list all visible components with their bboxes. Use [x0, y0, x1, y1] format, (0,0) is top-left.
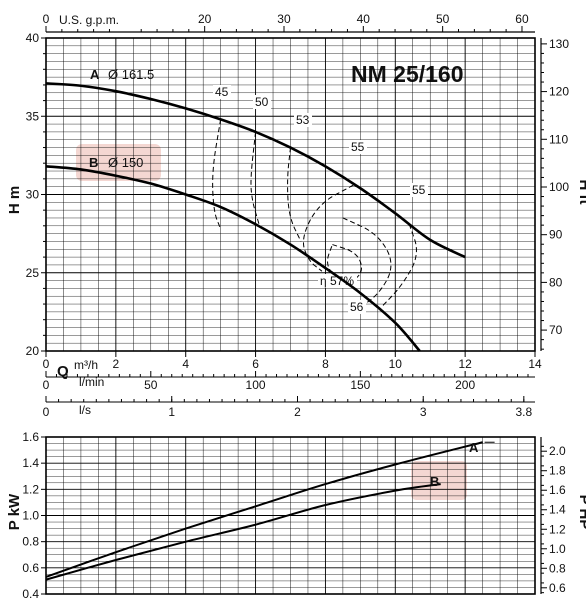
efficiency-label: 45: [215, 85, 229, 99]
x-axis-label-q: Q: [57, 363, 69, 380]
efficiency-label-bg: [410, 183, 428, 197]
gpm-tick-label: 40: [357, 12, 371, 26]
efficiency-curve: [287, 147, 302, 242]
gpm-tick-label: 30: [277, 12, 291, 26]
power-b-letter: B: [430, 474, 439, 489]
power-ytick-label: 0.8: [22, 535, 39, 549]
power-hp-tick-label: 1.8: [549, 464, 566, 478]
power-hp-tick-label: 1.2: [549, 522, 566, 536]
efficiency-label-bg: [294, 113, 312, 127]
q-tick-label: 6: [252, 357, 259, 371]
x-axis-unit-usgpm: U.S. g.p.m.: [59, 13, 119, 27]
efficiency-curve: [342, 217, 392, 311]
gpm-tick-label: 20: [198, 12, 212, 26]
head-ytick-label: 35: [26, 109, 40, 123]
power-hp-tick-label: 2.0: [549, 444, 566, 458]
head-ft-tick-label: 90: [549, 228, 563, 242]
power-ytick-label: 1.6: [22, 430, 39, 444]
power-b-highlight: [411, 461, 467, 500]
head-ft-tick-label: 120: [549, 85, 569, 99]
x-axis-unit-lmin: l/min: [79, 375, 104, 389]
efficiency-curve: [302, 184, 354, 272]
head-ft-tick-label: 110: [549, 132, 568, 146]
head-grid: [45, 37, 536, 352]
lmin-tick-label: 200: [455, 378, 475, 392]
head-ft-tick-label: 80: [549, 275, 563, 289]
head-curve-a: [45, 82, 466, 259]
ls-tick-label: 3: [420, 405, 427, 419]
efficiency-label-bg: [349, 140, 367, 154]
efficiency-label: 50: [255, 95, 269, 109]
head-curve-b: [45, 165, 421, 352]
curve-b-diameter: Ø 150: [108, 155, 143, 170]
efficiency-curve: [250, 131, 260, 225]
power-hp-tick-label: 1.0: [549, 542, 566, 556]
chart-title: NM 25/160: [351, 61, 464, 87]
head-ytick-label: 30: [26, 188, 40, 202]
q-tick-label: 0: [43, 357, 50, 371]
efficiency-label-bg: [253, 95, 271, 109]
q-tick-label: 4: [182, 357, 189, 371]
lmin-tick-label: 100: [246, 378, 266, 392]
pump-curves: [45, 82, 495, 581]
q-tick-label: 8: [322, 357, 329, 371]
power-hp-tick-label: 0.8: [549, 561, 566, 575]
head-ft-tick-label: 100: [549, 180, 569, 194]
q-tick-label: 10: [389, 357, 403, 371]
head-ft-tick-label: 130: [549, 37, 569, 51]
power-curve-b: [45, 483, 441, 581]
efficiency-label: 55: [412, 183, 426, 197]
ls-tick-label: 2: [294, 405, 301, 419]
power-grid: [45, 436, 536, 595]
power-ytick-label: 1.4: [22, 456, 39, 470]
curve-a-diameter: Ø 161.5: [108, 67, 154, 82]
efficiency-label-bg: [348, 300, 366, 314]
lmin-tick-label: 50: [144, 378, 158, 392]
x-axis-unit-ls: l/s: [79, 403, 91, 417]
head-ytick-label: 25: [26, 266, 40, 280]
curve-a-letter: A: [90, 67, 100, 82]
gpm-tick-label: 50: [436, 12, 450, 26]
power-ytick-label: 0.4: [22, 587, 39, 601]
head-ytick-label: 20: [26, 344, 40, 358]
y-axis-label-power: P kW: [6, 493, 23, 530]
head-ft-tick-label: 70: [549, 323, 563, 337]
y-axis-label-power-hp: P HP: [576, 495, 586, 530]
title-box: [338, 57, 500, 91]
curve-b-letter: B: [89, 155, 98, 170]
efficiency-curve: [380, 224, 417, 308]
power-hp-tick-label: 1.6: [549, 483, 566, 497]
gpm-tick-label: 60: [515, 12, 529, 26]
lmin-tick-label: 0: [43, 378, 50, 392]
efficiency-label: 53: [296, 113, 310, 127]
ls-tick-label: 0: [43, 405, 50, 419]
q-tick-label: 12: [458, 357, 472, 371]
ls-tick-label: 1: [168, 405, 175, 419]
efficiency-label: 55: [351, 140, 365, 154]
power-hp-tick-label: 0.6: [549, 581, 566, 595]
ls-tick-label: 3.8: [515, 405, 532, 419]
efficiency-label: η 57%: [320, 274, 354, 288]
power-ytick-label: 0.6: [22, 561, 39, 575]
gpm-tick-label: 0: [43, 12, 50, 26]
efficiency-curve: [212, 119, 222, 230]
efficiency-label-bg: [213, 85, 231, 99]
q-tick-label: 2: [113, 357, 120, 371]
efficiency-label: 56: [350, 300, 364, 314]
q-tick-label: 14: [528, 357, 542, 371]
y-axis-label-head-ft: H ft: [576, 180, 586, 205]
power-a-letter: A: [469, 440, 479, 455]
y-axis-label-head: H m: [6, 186, 23, 214]
x-axis-unit-m3h: m³/h: [74, 358, 98, 372]
power-hp-tick-label: 1.4: [549, 503, 566, 517]
power-ytick-label: 1.2: [22, 482, 39, 496]
power-ytick-label: 1.0: [22, 509, 39, 523]
head-ytick-label: 40: [26, 31, 40, 45]
power-curve-a: [45, 441, 483, 578]
lmin-tick-label: 150: [350, 378, 370, 392]
